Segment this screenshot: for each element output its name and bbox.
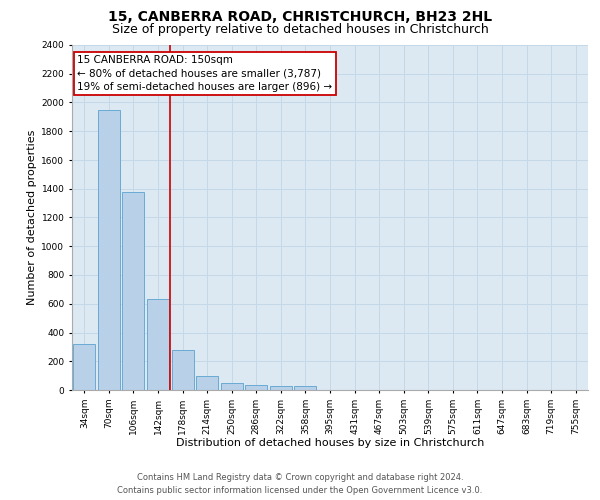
Bar	[295, 386, 316, 390]
Bar	[172, 350, 194, 390]
X-axis label: Distribution of detached houses by size in Christchurch: Distribution of detached houses by size …	[176, 438, 484, 448]
Bar	[270, 386, 292, 390]
Text: 15 CANBERRA ROAD: 150sqm
← 80% of detached houses are smaller (3,787)
19% of sem: 15 CANBERRA ROAD: 150sqm ← 80% of detach…	[77, 56, 332, 92]
Bar	[221, 383, 243, 390]
Bar	[147, 300, 169, 390]
Bar	[122, 192, 145, 390]
Bar	[196, 376, 218, 390]
Text: Contains HM Land Registry data © Crown copyright and database right 2024.
Contai: Contains HM Land Registry data © Crown c…	[118, 474, 482, 495]
Bar	[73, 344, 95, 390]
Text: Size of property relative to detached houses in Christchurch: Size of property relative to detached ho…	[112, 22, 488, 36]
Text: 15, CANBERRA ROAD, CHRISTCHURCH, BH23 2HL: 15, CANBERRA ROAD, CHRISTCHURCH, BH23 2H…	[108, 10, 492, 24]
Bar	[98, 110, 120, 390]
Y-axis label: Number of detached properties: Number of detached properties	[27, 130, 37, 305]
Bar	[245, 385, 268, 390]
